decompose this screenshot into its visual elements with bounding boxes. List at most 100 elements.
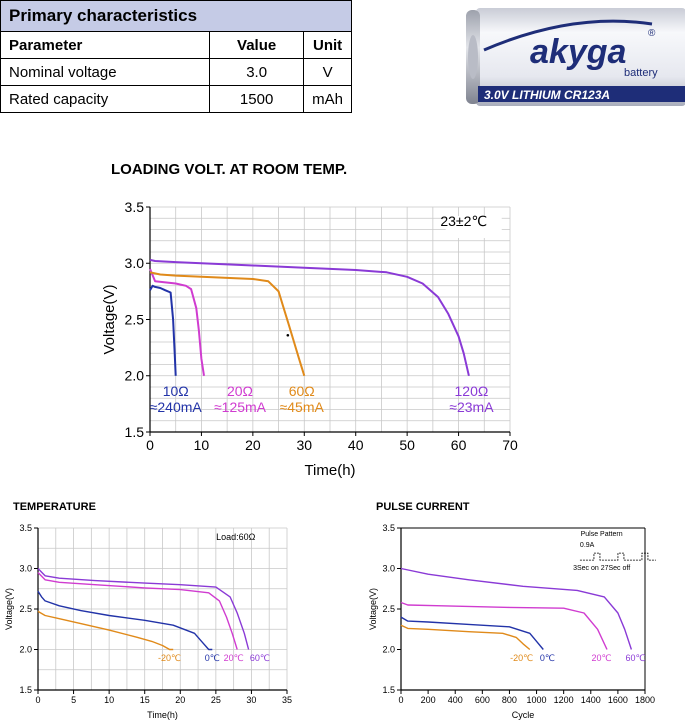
x-tick-label: 10 [104,695,114,705]
x-tick-label: 400 [448,695,463,705]
series-sublabel: ≈45mA [280,399,325,415]
x-axis-label: Time(h) [304,462,355,479]
pulse-waveform [579,552,656,561]
table-header-value: Value [209,31,305,59]
x-tick-label: 0 [35,695,40,705]
y-tick-label: 2.5 [19,604,32,614]
y-tick-label: 3.5 [382,523,395,533]
x-tick-label: 1400 [581,695,601,705]
x-tick-label: 800 [502,695,517,705]
spec-table: Primary characteristics Parameter Value … [0,0,352,113]
pulse-pattern-title: Pulse Pattern [581,531,623,538]
series-line-3 [37,568,250,650]
series-label: 120Ω [455,383,489,399]
series-label: 20℃ [592,653,612,663]
pulse-current-chart: 0 200 400 600 800 1000 1200 1400 1600 1800 1.5 2.0 2… [368,523,656,720]
series-label: 60Ω [289,383,315,399]
annotation-box [445,216,502,238]
chart-title-pulse: PULSE CURRENT [376,501,470,513]
series-line-3 [149,258,470,377]
series-label: -20℃ [158,653,181,663]
y-axis-label: Voltage(V) [4,588,14,630]
battery-product-image: akyga ® battery 3.0V LITHIUM CR123A [466,8,685,106]
series-label: 60℃ [625,653,645,663]
x-tick-label: 30 [246,695,256,705]
y-tick-label: 2.0 [19,645,32,655]
x-tick-label: 1600 [608,695,628,705]
x-tick-label: 40 [348,437,364,453]
series-line-3 [400,567,633,650]
series-line-1 [37,590,213,651]
y-tick-label: 2.0 [125,368,145,384]
table-header-unit: Unit [303,31,352,59]
x-tick-label: 1200 [554,695,574,705]
x-tick-label: 60 [451,437,467,453]
series-label: 20℃ [224,653,244,663]
series-line-0 [149,284,177,376]
y-axis-label: Voltage(V) [101,284,118,354]
y-tick-label: 1.5 [125,424,145,440]
x-tick-label: 25 [211,695,221,705]
y-tick-label: 3.0 [382,564,395,574]
cell-value: 1500 [209,85,305,113]
x-axis-label: Cycle [512,710,535,720]
series-label: -20℃ [510,653,533,663]
brand-sub: battery [624,67,658,79]
x-tick-label: 0 [398,695,403,705]
cell-parameter: Rated capacity [0,85,211,113]
x-tick-label: 0 [146,437,154,453]
battery-label: 3.0V LITHIUM CR123A [484,88,610,102]
x-tick-label: 50 [399,437,415,453]
chart-title-temperature: TEMPERATURE [13,501,96,513]
x-tick-label: 600 [475,695,490,705]
series-line-0 [37,610,174,651]
brand-logo: akyga [530,33,626,71]
x-tick-label: 1000 [527,695,547,705]
x-tick-label: 70 [502,437,518,453]
x-tick-label: 15 [140,695,150,705]
y-tick-label: 3.5 [19,523,32,533]
series-sublabel: ≈23mA [449,399,494,415]
series-sublabel: ≈240mA [150,399,203,415]
x-tick-label: 1800 [635,695,655,705]
y-tick-label: 2.0 [382,645,395,655]
temperature-chart: 0 5 10 15 20 25 30 35 1.5 2.0 2.5 3.0 3.5 Time(h) Volt… [4,523,292,720]
series-label: 10Ω [163,383,189,399]
x-axis-label: Time(h) [147,710,178,720]
y-tick-label: 3.0 [19,564,32,574]
series-label: 60℃ [250,653,270,663]
pulse-current-value: 0.9A [580,542,595,549]
series-line-2 [149,271,306,377]
series-label: 0℃ [205,653,220,663]
table-row: Nominal voltage 3.0 V [0,58,352,86]
series-sublabel: ≈125mA [214,399,267,415]
series-line-1 [400,616,544,650]
table-header-parameter: Parameter [0,31,211,59]
cell-unit: V [303,58,352,86]
series-line-1 [149,268,205,376]
y-tick-label: 3.5 [125,199,145,215]
x-tick-label: 200 [421,695,436,705]
temperature-annotation: 23±2℃ [440,213,487,229]
cell-value: 3.0 [209,58,305,86]
y-tick-label: 3.0 [125,255,145,271]
marker-dot [286,333,290,337]
chart-title-loading: LOADING VOLT. AT ROOM TEMP. [111,161,348,178]
x-tick-label: 30 [296,437,312,453]
series-line-2 [37,572,238,650]
table-row: Rated capacity 1500 mAh [0,85,352,113]
table-title: Primary characteristics [0,0,352,32]
y-tick-label: 2.5 [125,311,145,327]
x-tick-label: 5 [71,695,76,705]
pulse-timing: 3Sec on 27Sec off [573,565,630,572]
series-label: 0℃ [540,653,555,663]
x-tick-label: 10 [194,437,210,453]
series-line-0 [400,624,531,651]
plot-area [401,528,645,690]
cell-unit: mAh [303,85,352,113]
x-tick-label: 20 [175,695,185,705]
cell-parameter: Nominal voltage [0,58,211,86]
y-tick-label: 1.5 [19,685,32,695]
loading-voltage-chart: 0 10 20 30 40 50 60 70 1.5 2.0 2.5 3.0 3.5 Time(h) Vol… [101,199,518,479]
y-tick-label: 1.5 [382,685,395,695]
